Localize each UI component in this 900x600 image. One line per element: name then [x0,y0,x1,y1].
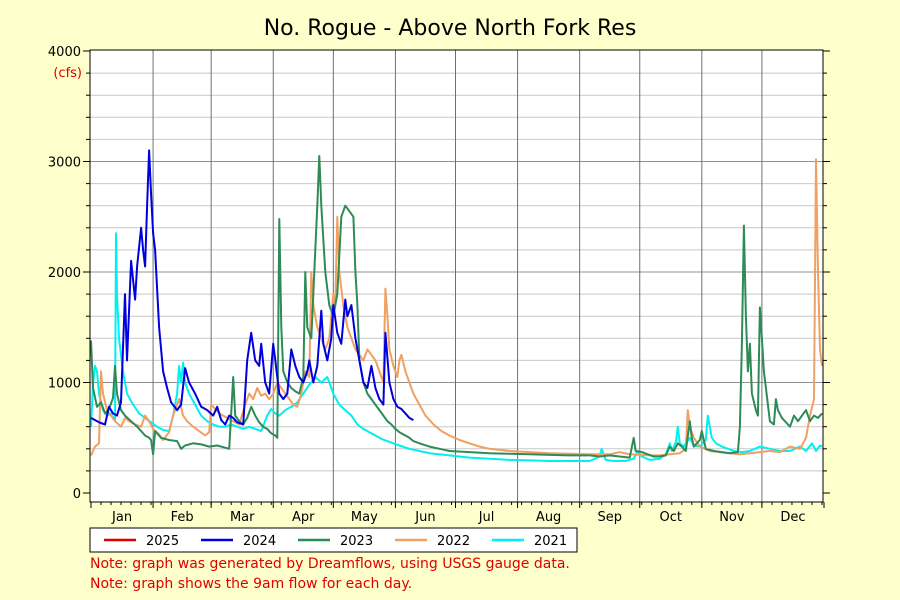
series-line-2023 [90,155,823,459]
y-unit-label: (cfs) [53,66,82,81]
series-line-2024 [90,149,414,426]
month-label: Nov [719,510,745,525]
y-tick-label: 2000 [48,266,81,281]
note-9am: Note: graph shows the 9am flow for each … [90,576,413,592]
month-label: Oct [660,510,682,525]
grid-lines [90,50,823,502]
month-label: Feb [171,510,194,525]
month-label: Jul [478,510,495,525]
series-lines [90,149,823,462]
month-label: Aug [536,510,561,525]
y-tick-label: 3000 [48,156,81,171]
y-tick-label: 4000 [48,45,81,60]
note-source: Note: graph was generated by Dreamflows,… [90,556,570,572]
legend-label-2022: 2022 [437,534,470,549]
legend: 2025 2024 2023 2022 2021 [89,527,578,553]
axes: Jan Feb Mar Apr May Jun Jul Aug Sep Oct Nov Dec 0 100… [48,45,830,525]
month-label: Dec [780,510,805,525]
chart-title: No. Rogue - Above North Fork Res [264,16,637,41]
plot-border [89,49,824,503]
y-tick-label: 1000 [48,377,81,392]
month-label: May [351,510,378,525]
legend-label-2021: 2021 [534,534,567,549]
month-label: Jun [414,510,435,525]
legend-label-2023: 2023 [340,534,373,549]
month-label: Apr [292,510,315,525]
series-line-2021 [90,232,823,462]
month-label: Jan [111,510,132,525]
legend-label-2024: 2024 [243,534,276,549]
y-tick-label: 0 [73,487,81,502]
month-label: Sep [597,510,622,525]
legend-label-2025: 2025 [146,534,179,549]
month-label: Mar [230,510,255,525]
